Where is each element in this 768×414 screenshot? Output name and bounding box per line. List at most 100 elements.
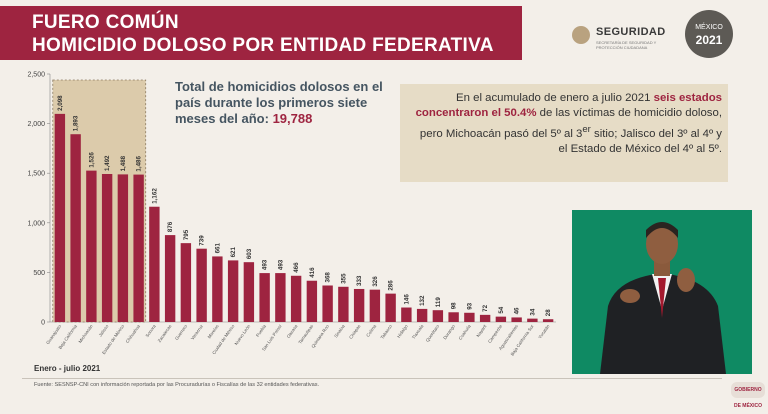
state-label: Hidalgo — [396, 323, 409, 339]
period-label: Enero - julio 2021 — [34, 364, 101, 373]
y-tick-label: 500 — [33, 270, 45, 277]
value-label: 1,526 — [88, 152, 95, 168]
bar — [542, 319, 554, 322]
total-note: Total de homicidios dolosos en el país d… — [175, 79, 395, 127]
y-tick-label: 2,500 — [27, 72, 45, 79]
value-label: 355 — [340, 273, 347, 284]
bar — [243, 262, 255, 322]
value-label: 326 — [372, 276, 379, 287]
value-label: 54 — [498, 306, 505, 313]
value-label: 46 — [514, 307, 521, 314]
bar — [464, 312, 475, 322]
footer-divider — [22, 378, 722, 379]
callout-part-1: En el acumulado de enero a julio 2021 — [456, 92, 654, 104]
value-label: 661 — [214, 243, 221, 254]
value-label: 368 — [325, 272, 332, 283]
state-label: Nayarit — [475, 323, 488, 338]
value-label: 98 — [451, 302, 458, 309]
bar — [511, 317, 522, 322]
value-label: 2,098 — [57, 95, 64, 111]
state-label: Michoacán — [77, 323, 94, 344]
bar — [495, 316, 507, 322]
callout-box: En el acumulado de enero a julio 2021 se… — [400, 84, 728, 182]
bar — [432, 310, 444, 322]
title-line-1: FUERO COMÚN — [32, 12, 179, 33]
value-label: 286 — [388, 280, 395, 291]
y-tick-label: 2,000 — [27, 121, 45, 128]
seal-line-1: MÉXICO — [695, 24, 723, 31]
value-label: 28 — [545, 309, 552, 316]
bar — [275, 273, 286, 322]
interpreter-figure-icon — [600, 222, 726, 374]
bar — [353, 288, 365, 322]
state-label: Tabasco — [379, 323, 393, 340]
bar — [527, 318, 538, 322]
state-label: Durango — [442, 323, 456, 340]
state-label: Tlaxcala — [411, 323, 425, 340]
y-tick-label: 1,000 — [27, 220, 45, 227]
state-label: Guerrero — [174, 323, 188, 341]
bar — [70, 134, 81, 322]
callout-text: En el acumulado de enero a julio 2021 se… — [408, 91, 722, 157]
state-label: Colima — [365, 323, 377, 338]
state-label: Morelos — [207, 323, 221, 339]
bar — [385, 293, 396, 322]
gobierno-mexico-logo: GOBIERNO DE MÉXICO — [731, 382, 765, 409]
bar — [369, 289, 381, 322]
mexico-2021-seal: MÉXICO 2021 — [685, 10, 733, 58]
callout-superscript: er — [582, 123, 591, 135]
bar — [101, 173, 113, 322]
state-label: Guanajuato — [45, 323, 62, 345]
total-note-text: Total de homicidios dolosos en el país d… — [175, 79, 383, 126]
total-note-value: 19,788 — [272, 111, 313, 126]
callout-part-2: de las víctimas de homicidio doloso, per… — [419, 107, 722, 140]
bar — [290, 275, 302, 322]
bar — [259, 273, 270, 322]
state-label: Campeche — [487, 323, 504, 344]
bars — [54, 113, 554, 322]
bar — [133, 174, 144, 322]
bar — [416, 308, 428, 322]
state-label: Yucatán — [537, 323, 551, 339]
state-label: Chiapas — [348, 323, 362, 340]
value-label: 34 — [529, 308, 536, 315]
bar — [117, 174, 129, 322]
state-label: Puebla — [255, 323, 267, 338]
state-label: Veracruz — [190, 324, 204, 341]
value-label: 132 — [419, 295, 426, 306]
value-label: 876 — [167, 221, 174, 232]
homicide-bar-chart: 0 500 1,000 1,500 2,000 2,500 2,098 1,893 1,526… — [27, 72, 556, 357]
state-label: Coahuila — [458, 323, 472, 341]
state-label: Jalisco — [98, 323, 110, 337]
value-label: 1,893 — [73, 115, 80, 131]
state-label: Sonora — [144, 323, 157, 338]
bar — [479, 314, 491, 322]
top-six-highlight-box — [52, 79, 147, 323]
bar — [227, 260, 239, 322]
value-label: 93 — [466, 302, 473, 309]
bar — [180, 243, 192, 322]
value-label: 1,486 — [136, 156, 143, 172]
bar — [86, 170, 97, 322]
eagle-emblem-icon — [572, 26, 590, 44]
bar — [54, 113, 66, 322]
callout-part-3: sitio; Jalisco del 3º al 4º y el Estado … — [558, 127, 722, 156]
title-line-2: HOMICIDIO DOLOSO POR ENTIDAD FEDERATIVA — [32, 35, 494, 56]
y-tick-label: 1,500 — [27, 171, 45, 178]
value-label: 1,488 — [120, 155, 127, 171]
bar — [164, 235, 176, 322]
value-label: 1,492 — [104, 155, 111, 171]
source-note: Fuente: SESNSP-CNI con información repor… — [34, 382, 320, 388]
state-label: Sinaloa — [333, 323, 346, 338]
value-label: 466 — [293, 262, 300, 273]
value-label: 333 — [356, 275, 363, 286]
value-label: 1,162 — [151, 188, 158, 204]
value-label: 621 — [230, 247, 237, 258]
bar — [401, 307, 412, 322]
value-label: 119 — [435, 297, 442, 308]
seguridad-logo: SEGURIDAD SECRETARÍA DE SEGURIDAD Y PROT… — [568, 20, 683, 56]
title-banner: FUERO COMÚN HOMICIDIO DOLOSO POR ENTIDAD… — [0, 6, 522, 60]
state-label: Nuevo León — [234, 323, 252, 346]
value-label: 72 — [482, 304, 489, 311]
bar — [149, 206, 160, 322]
